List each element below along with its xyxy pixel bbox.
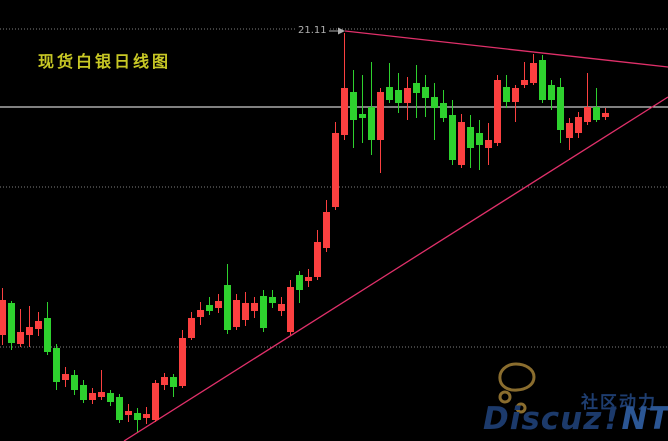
candle-body [296,275,303,290]
watermark-tagline: 社区动力 [581,393,657,413]
candle-body [512,88,519,102]
candle-wick [479,120,480,170]
candle-body [251,303,258,311]
candle-body [323,212,330,248]
candle-body [458,122,465,165]
candle-body [80,385,87,400]
candle-body [422,87,429,98]
candle-body [584,107,591,122]
candle-body [44,318,51,352]
candle-body [89,393,96,400]
candle-body [566,123,573,138]
candle-body [368,107,375,140]
candle-body [278,304,285,311]
candle-body [98,392,105,397]
candle-body [215,301,222,308]
candle-body [188,318,195,338]
candle-wick [587,73,588,125]
candle-wick [101,370,102,400]
candle-body [350,92,357,120]
candle-body [548,85,555,100]
candle-body [377,92,384,140]
candle-body [62,374,69,380]
candle-body [395,90,402,103]
candle-body [242,303,249,320]
candle-body [341,88,348,135]
candle-body [143,414,150,418]
candle-wick [137,408,138,432]
candle-body [575,117,582,133]
candle-wick [434,83,435,140]
candle-body [17,332,24,344]
candle-body [71,375,78,390]
candle-body [485,140,492,148]
candle-body [467,127,474,148]
candle-body [0,300,6,335]
candle-body [161,377,168,385]
candle-body [530,63,537,83]
candle-body [476,133,483,145]
candle-body [287,287,294,332]
candle-body [233,300,240,327]
candle-body [404,88,411,103]
candle-body [557,87,564,130]
candle-body [602,113,609,117]
candle-body [539,60,546,100]
ascending-support-line [123,96,668,441]
candle-body [35,321,42,329]
candle-wick [344,33,345,140]
candle-wick [524,62,525,88]
candle-body [593,107,600,120]
candle-body [53,348,60,382]
logo-exclamation: ! [604,401,620,437]
candle-body [449,115,456,160]
candle-wick [29,306,30,347]
descending-resistance-line [344,30,668,68]
candle-body [494,80,501,143]
candle-wick [596,88,597,122]
candle-body [8,303,15,343]
logo-nt-text: NT [621,401,668,437]
candle-body [170,377,177,387]
watermark-logo: Discuz!NT [483,401,668,437]
candle-body [26,327,33,335]
peak-price-label: 21.11 [296,25,329,37]
candle-body [134,413,141,420]
candle-body [431,97,438,108]
candle-body [305,277,312,281]
candle-body [521,80,528,85]
candle-body [359,114,366,118]
candle-body [413,83,420,93]
candle-body [440,103,447,118]
candle-body [179,338,186,386]
candle-body [260,296,267,328]
candle-wick [515,85,516,122]
candle-body [197,310,204,317]
annotation-arrow-head [338,27,345,35]
candle-body [503,87,510,102]
candle-body [314,242,321,277]
logo-discuz-text: Discuz [483,401,603,437]
candle-wick [362,75,363,143]
candle-body [224,285,231,330]
candle-body [116,397,123,420]
candle-body [206,305,213,311]
candle-body [332,133,339,207]
candle-body [152,383,159,420]
candle-wick [389,63,390,103]
chart-title: 现货白银日线图 [38,52,172,71]
candle-wick [20,309,21,347]
candle-body [269,297,276,303]
candle-body [386,87,393,100]
candle-body [107,393,114,402]
candle-body [125,411,132,415]
bulb-icon [498,362,536,414]
